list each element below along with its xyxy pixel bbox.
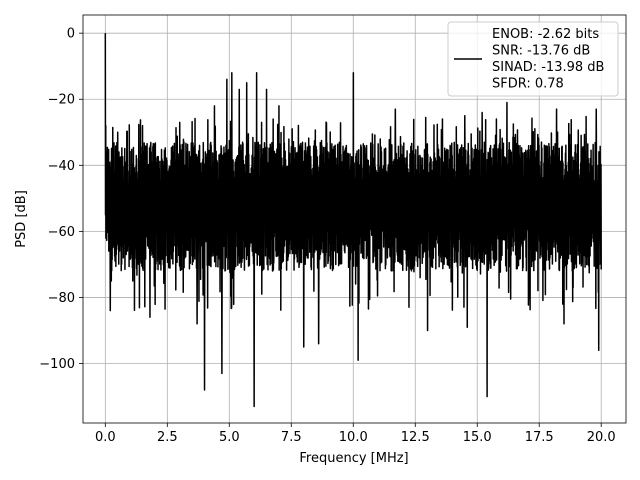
x-tick-label: 5.0 xyxy=(219,430,240,445)
psd-series-line xyxy=(104,33,602,408)
x-tick-label: 15.0 xyxy=(463,430,492,445)
legend-box xyxy=(447,21,619,97)
x-tick-label: 17.5 xyxy=(525,430,554,445)
y-axis-ticks: 0 −20 −40 −60 −80 −100 xyxy=(39,27,83,372)
plot-area xyxy=(104,33,602,408)
x-tick-label: 20.0 xyxy=(587,430,616,445)
x-tick-label: 10.0 xyxy=(339,430,368,445)
legend-series-label: ENOB: -2.62 bits SNR: -13.76 dB SINAD: -13… xyxy=(492,27,604,92)
y-tick-label: 0 xyxy=(67,27,75,42)
x-axis-label: Frequency [MHz] xyxy=(299,451,408,466)
x-tick-label: 7.5 xyxy=(281,430,302,445)
y-axis-label: PSD [dB] xyxy=(14,190,29,248)
y-tick-label: −80 xyxy=(48,291,75,306)
x-tick-label: 0.0 xyxy=(95,430,116,445)
legend: ENOB: -2.62 bits SNR: -13.76 dB SINAD: -13… xyxy=(447,21,619,97)
x-axis-ticks: 0.0 2.5 5.0 7.5 10.0 12.5 15.0 17.5 20.0 xyxy=(95,423,616,445)
y-tick-label: −60 xyxy=(48,225,75,240)
y-tick-label: −40 xyxy=(48,159,75,174)
axes-frame xyxy=(82,14,627,424)
x-tick-label: 12.5 xyxy=(401,430,430,445)
y-tick-label: −20 xyxy=(48,93,75,108)
x-tick-label: 2.5 xyxy=(157,430,178,445)
y-tick-label: −100 xyxy=(39,357,75,372)
